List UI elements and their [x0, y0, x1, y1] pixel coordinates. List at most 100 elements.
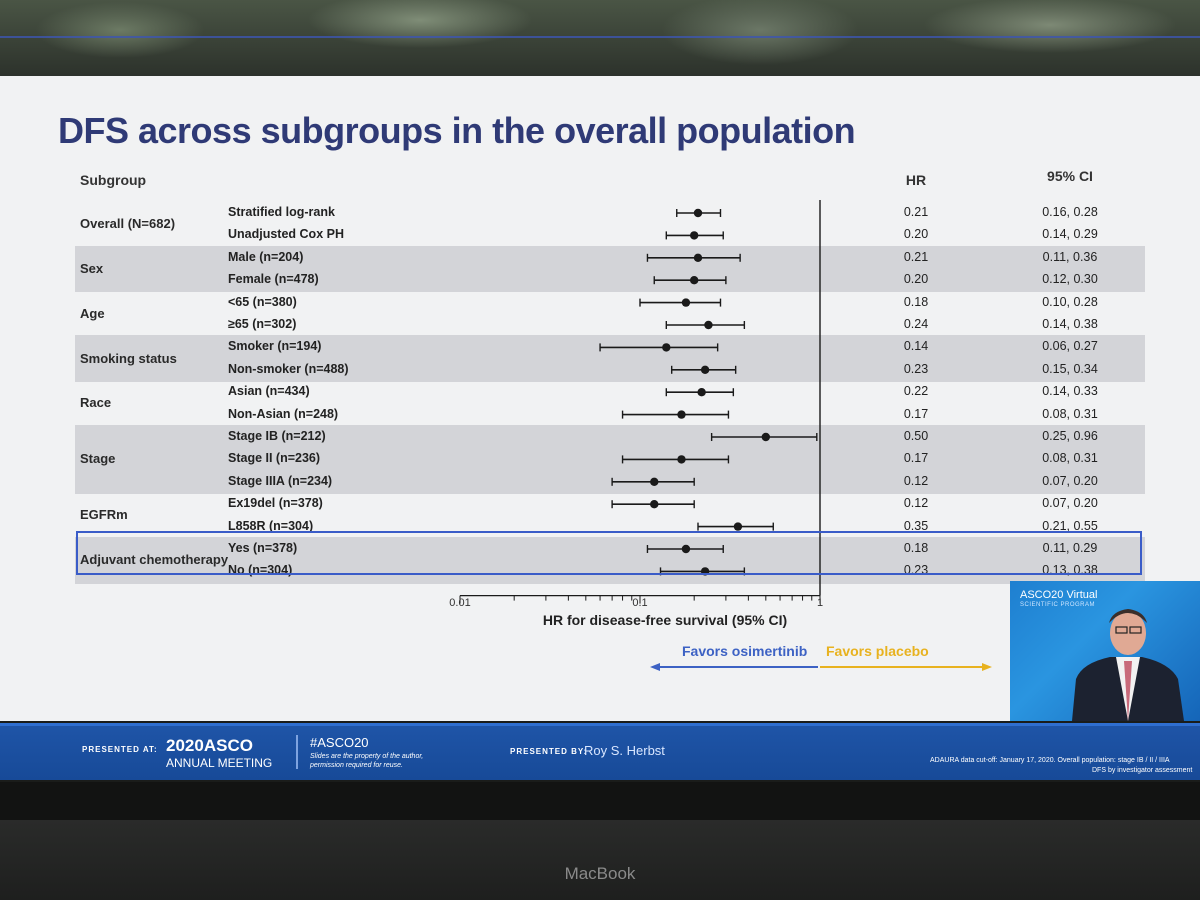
screen-bezel — [0, 782, 1200, 820]
x-tick-label: 0.1 — [632, 597, 648, 609]
hr-value: 0.12 — [903, 496, 929, 511]
hr-point — [733, 522, 743, 531]
presenter-video: ASCO20 Virtual SCIENTIFIC PROGRAM — [1010, 581, 1200, 721]
laptop-chin — [0, 820, 1200, 900]
slide: DFS across subgroups in the overall popu… — [0, 76, 1200, 721]
hr-point — [677, 455, 686, 464]
row-label: Smoker (n=194) — [228, 339, 322, 354]
hr-point — [689, 276, 699, 285]
ci-header: 95% CI — [1047, 168, 1093, 184]
row-label: Male (n=204) — [228, 249, 304, 264]
row-label: ≥65 (n=302) — [228, 317, 297, 331]
hr-value: 0.12 — [903, 473, 929, 488]
ci-value: 0.10, 0.28 — [1042, 294, 1098, 309]
ci-value: 0.21, 0.55 — [1042, 518, 1098, 533]
ci-value: 0.15, 0.34 — [1042, 361, 1098, 376]
ci-value: 0.14, 0.33 — [1042, 384, 1098, 399]
hr-header: HR — [905, 172, 927, 188]
subgroup-name: Age — [80, 305, 105, 321]
hr-value: 0.18 — [903, 541, 929, 555]
presenter-silhouette — [1072, 609, 1184, 721]
row-label: <65 (n=380) — [228, 294, 297, 309]
window-reflection — [0, 0, 1200, 80]
hashtag: #ASCO20 — [310, 735, 369, 750]
subgroup-name: Smoking status — [80, 350, 177, 366]
row-band — [75, 536, 1145, 584]
row-label: Asian (n=434) — [228, 384, 310, 399]
row-label: L858R (n=304) — [228, 518, 314, 533]
hr-value: 0.17 — [903, 451, 929, 466]
hr-point — [700, 365, 710, 374]
x-tick-label: 0.01 — [449, 597, 471, 609]
subgroup-name: Adjuvant chemotherapy — [80, 552, 229, 568]
hr-value: 0.50 — [903, 429, 929, 443]
hr-point — [689, 231, 699, 240]
device-label: MacBook — [564, 864, 636, 883]
row-label: Unadjusted Cox PH — [228, 227, 344, 242]
subgroup-name: Sex — [80, 261, 104, 276]
hr-value: 0.35 — [903, 518, 929, 533]
subgroup-name: Stage — [80, 451, 116, 467]
row-label: Stage IIIA (n=234) — [228, 473, 333, 488]
highlight-box — [76, 531, 1142, 575]
hr-point — [697, 388, 706, 397]
footer-divider — [0, 723, 1200, 726]
subgroup-name: Race — [80, 395, 112, 411]
presented-at-label: PRESENTED AT: — [82, 745, 158, 754]
row-band — [75, 335, 1145, 382]
footnote-line-1: ADAURA data cut-off: January 17, 2020. O… — [930, 757, 1170, 764]
hr-point — [681, 298, 691, 307]
asco-logo: 2020ASCO — [166, 736, 253, 755]
presenter-name: Roy S. Herbst — [584, 743, 665, 758]
footer-separator — [296, 735, 298, 769]
subgroup-name: Overall (N=682) — [80, 216, 176, 232]
hr-value: 0.21 — [903, 205, 929, 219]
ci-value: 0.11, 0.29 — [1042, 541, 1098, 555]
hr-point — [662, 343, 671, 352]
annual-meeting-label: ANNUAL MEETING — [166, 756, 273, 770]
disclaimer-line-1: Slides are the property of the author, — [310, 753, 424, 760]
hr-value: 0.23 — [903, 361, 929, 376]
video-title: ASCO20 Virtual — [1020, 589, 1098, 601]
row-label: Yes (n=378) — [228, 541, 298, 555]
presented-by-label: PRESENTED BY: — [510, 747, 588, 756]
disclaimer-line-2: permission required for reuse. — [310, 762, 403, 769]
slide-footer: PRESENTED AT: 2020ASCO ANNUAL MEETING #A… — [0, 723, 1200, 780]
row-label: Ex19del (n=378) — [228, 496, 323, 511]
row-label: Stage IB (n=212) — [228, 429, 326, 443]
row-band — [75, 424, 1145, 494]
hr-value: 0.14 — [903, 339, 929, 354]
ci-value: 0.07, 0.20 — [1042, 496, 1098, 511]
hr-point — [650, 477, 659, 486]
favors-osimertinib-label: Favors osimertinib — [682, 643, 808, 659]
footnote-line-2: DFS by investigator assessment — [1092, 767, 1193, 774]
ci-value: 0.08, 0.31 — [1042, 406, 1098, 421]
row-band — [75, 245, 1145, 293]
ci-value: 0.14, 0.29 — [1042, 227, 1098, 242]
subgroup-header: Subgroup — [80, 172, 147, 188]
ci-value: 0.07, 0.20 — [1042, 473, 1098, 488]
hr-point — [650, 500, 659, 509]
ci-value: 0.11, 0.36 — [1042, 249, 1098, 264]
ci-value: 0.14, 0.38 — [1042, 317, 1098, 331]
ci-value: 0.16, 0.28 — [1042, 205, 1098, 219]
x-tick-label: 1 — [816, 597, 824, 609]
hr-point — [693, 253, 703, 262]
slide-title: DFS across subgroups in the overall popu… — [58, 110, 856, 151]
x-axis-label: HR for disease-free survival (95% CI) — [542, 612, 788, 628]
favors-placebo-label: Favors placebo — [826, 643, 929, 659]
hr-value: 0.18 — [903, 294, 929, 309]
hr-value: 0.20 — [903, 227, 929, 242]
row-label: Non-smoker (n=488) — [228, 361, 349, 376]
ci-value: 0.25, 0.96 — [1042, 429, 1098, 443]
ci-value: 0.12, 0.30 — [1042, 272, 1098, 287]
hr-value: 0.20 — [903, 272, 929, 287]
hr-value: 0.17 — [903, 406, 929, 421]
subgroup-name: EGFRm — [80, 507, 128, 523]
ci-value: 0.08, 0.31 — [1042, 451, 1098, 466]
row-label: Female (n=478) — [228, 272, 319, 287]
row-label: Stratified log-rank — [228, 205, 335, 219]
row-label: Non-Asian (n=248) — [228, 406, 339, 421]
hr-value: 0.24 — [903, 317, 929, 331]
video-subtitle: SCIENTIFIC PROGRAM — [1020, 602, 1096, 608]
